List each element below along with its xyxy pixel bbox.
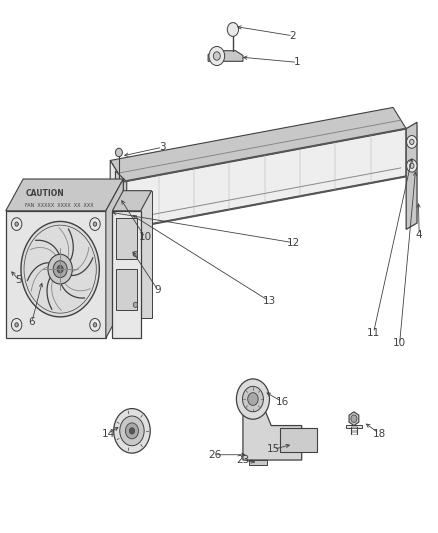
Polygon shape <box>250 460 267 465</box>
Polygon shape <box>110 108 406 182</box>
Circle shape <box>406 159 417 172</box>
Polygon shape <box>116 171 127 229</box>
Polygon shape <box>229 23 237 33</box>
Circle shape <box>116 148 122 157</box>
Text: FAN  XXXXX  XXXX  XX  XXX: FAN XXXXX XXXX XX XXX <box>25 203 94 208</box>
Polygon shape <box>116 269 137 310</box>
Polygon shape <box>106 179 123 338</box>
Polygon shape <box>346 424 362 427</box>
Circle shape <box>406 135 417 148</box>
Text: 6: 6 <box>28 317 35 327</box>
Circle shape <box>120 416 144 446</box>
Polygon shape <box>406 122 417 229</box>
Polygon shape <box>6 211 106 338</box>
Circle shape <box>57 265 63 273</box>
Text: 10: 10 <box>393 338 406 349</box>
Circle shape <box>133 302 138 308</box>
Circle shape <box>11 318 22 331</box>
Circle shape <box>213 52 220 60</box>
Polygon shape <box>280 428 317 452</box>
Polygon shape <box>208 51 243 61</box>
Text: 3: 3 <box>159 142 166 152</box>
Circle shape <box>237 379 269 419</box>
Polygon shape <box>6 179 123 211</box>
Circle shape <box>90 217 100 230</box>
Circle shape <box>90 318 100 331</box>
Polygon shape <box>123 191 152 318</box>
Circle shape <box>93 222 97 226</box>
Text: 16: 16 <box>276 397 289 407</box>
Circle shape <box>121 215 130 225</box>
Circle shape <box>129 427 134 434</box>
Text: 23: 23 <box>237 455 250 465</box>
Polygon shape <box>113 191 152 211</box>
Text: 4: 4 <box>416 230 423 240</box>
Polygon shape <box>113 211 141 338</box>
Circle shape <box>117 211 133 229</box>
Circle shape <box>243 386 263 412</box>
Circle shape <box>410 139 414 144</box>
Polygon shape <box>23 179 123 306</box>
Circle shape <box>15 222 18 226</box>
Text: 5: 5 <box>15 274 22 285</box>
Circle shape <box>248 393 258 406</box>
Text: 10: 10 <box>138 232 152 243</box>
Text: 14: 14 <box>101 429 115 439</box>
Circle shape <box>133 251 138 256</box>
Circle shape <box>53 261 67 278</box>
Circle shape <box>15 322 18 327</box>
Text: 26: 26 <box>208 450 221 460</box>
Polygon shape <box>110 160 123 229</box>
Text: 12: 12 <box>286 238 300 248</box>
Circle shape <box>93 322 97 327</box>
Circle shape <box>11 217 22 230</box>
Polygon shape <box>243 399 302 460</box>
Polygon shape <box>349 412 359 425</box>
Text: 2: 2 <box>290 31 296 41</box>
Polygon shape <box>123 128 406 229</box>
Circle shape <box>114 409 150 453</box>
Polygon shape <box>23 187 119 216</box>
Circle shape <box>209 46 225 66</box>
Circle shape <box>48 254 72 284</box>
Circle shape <box>227 22 239 36</box>
Text: 15: 15 <box>267 445 280 455</box>
Circle shape <box>21 221 99 317</box>
Circle shape <box>125 423 138 439</box>
Circle shape <box>410 163 414 168</box>
Text: 13: 13 <box>262 296 276 306</box>
Text: CAUTION: CAUTION <box>25 189 64 198</box>
Polygon shape <box>116 219 137 259</box>
Text: 9: 9 <box>155 285 161 295</box>
Text: 18: 18 <box>373 429 386 439</box>
Text: 1: 1 <box>294 58 300 67</box>
Text: 11: 11 <box>367 328 380 338</box>
Circle shape <box>351 415 357 422</box>
